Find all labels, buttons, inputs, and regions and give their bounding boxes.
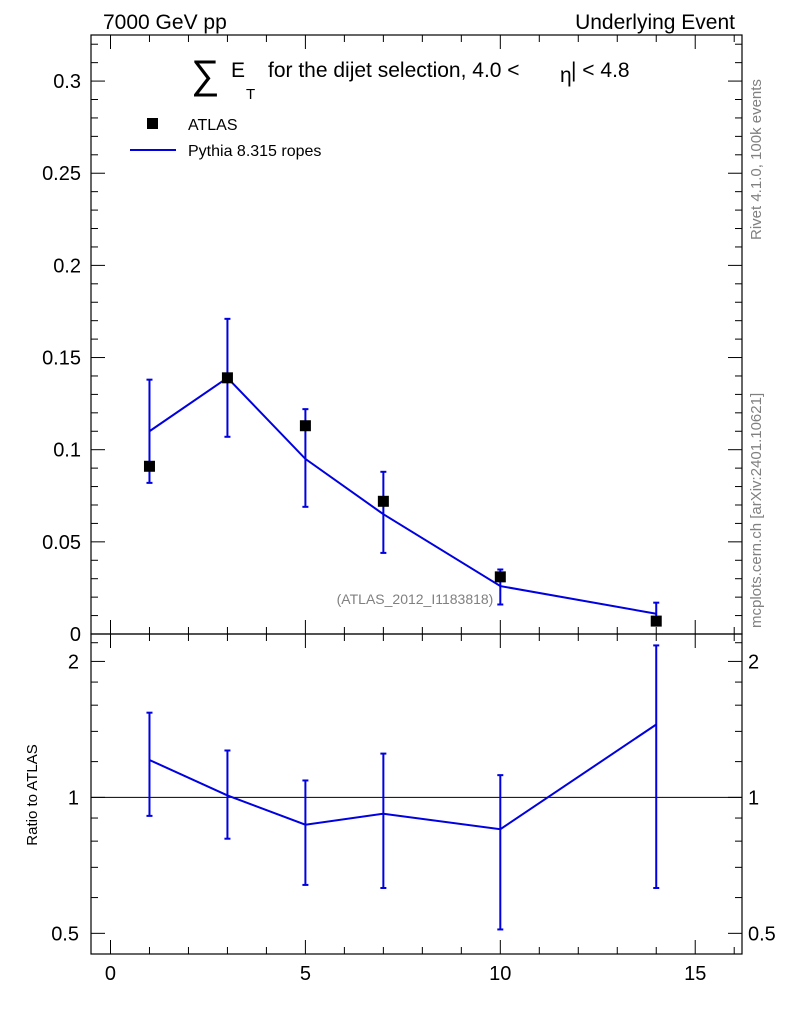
atlas-data-point <box>650 615 662 627</box>
legend: ATLAS Pythia 8.315 ropes <box>130 117 321 160</box>
atlas-data-point <box>299 420 311 432</box>
x-tick-label: 15 <box>684 963 706 985</box>
legend-atlas-marker <box>147 118 158 129</box>
ratio-y-tick-label: 1 <box>68 787 79 809</box>
ratio-y-tick-labels: 0.5 0.5 1 1 2 2 <box>51 651 776 945</box>
ratio-y-tick-label-right: 2 <box>748 651 759 673</box>
mc-series-line <box>148 376 657 615</box>
title-tail: | < 4.8 <box>571 59 630 82</box>
title-e: E <box>231 59 245 82</box>
ratio-y-tick-label: 0.5 <box>51 923 79 945</box>
ratio-data-marks <box>146 644 660 931</box>
atlas-data-point <box>494 571 506 583</box>
main-y-tick-labels: 0 0.05 0.1 0.15 0.2 0.25 0.3 <box>42 71 81 646</box>
main-y-tick-label: 0.1 <box>53 440 81 462</box>
ratio-y-tick-label-right: 0.5 <box>748 923 776 945</box>
main-y-tick-label: 0 <box>70 624 81 646</box>
chart-title: ∑ E T for the dijet selection, 4.0 < η |… <box>191 53 630 103</box>
ratio-panel-frame <box>90 633 743 955</box>
watermark: (ATLAS_2012_I1183818) <box>337 591 494 607</box>
title-sigma: ∑ <box>191 53 220 97</box>
x-tick-label: 10 <box>489 963 511 985</box>
rivet-label: Rivet 4.1.0, 100k events <box>748 79 765 240</box>
atlas-data-point <box>221 372 233 384</box>
mcplots-label: mcplots.cern.ch [arXiv:2401.10621] <box>748 393 765 628</box>
title-eta: η <box>560 64 572 87</box>
x-tick-label: 5 <box>300 963 311 985</box>
main-y-tick-label: 0.2 <box>53 255 81 277</box>
header-left: 7000 GeV pp <box>103 11 227 34</box>
header-right: Underlying Event <box>575 11 735 34</box>
x-tick-label: 0 <box>105 963 116 985</box>
ratio-axis-ticks <box>91 634 742 954</box>
title-text: for the dijet selection, 4.0 < <box>268 59 520 82</box>
legend-pythia-label: Pythia 8.315 ropes <box>188 143 321 160</box>
ratio-y-tick-label: 2 <box>68 651 79 673</box>
main-axis-ticks <box>91 35 742 635</box>
legend-atlas-label: ATLAS <box>188 117 238 134</box>
atlas-data-point <box>377 495 389 507</box>
title-sub: T <box>246 86 255 103</box>
main-y-tick-label: 0.3 <box>53 71 81 93</box>
ratio-y-tick-label-right: 1 <box>748 787 759 809</box>
ratio-y-axis-label: Ratio to ATLAS <box>24 744 41 845</box>
main-y-tick-label: 0.05 <box>42 532 81 554</box>
main-y-tick-label: 0.25 <box>42 163 81 185</box>
main-data-marks <box>143 317 662 627</box>
main-y-tick-label: 0.15 <box>42 348 81 370</box>
ratio-series-line <box>149 723 657 831</box>
atlas-data-point <box>143 460 155 472</box>
x-tick-labels: 0 5 10 15 <box>105 963 706 985</box>
